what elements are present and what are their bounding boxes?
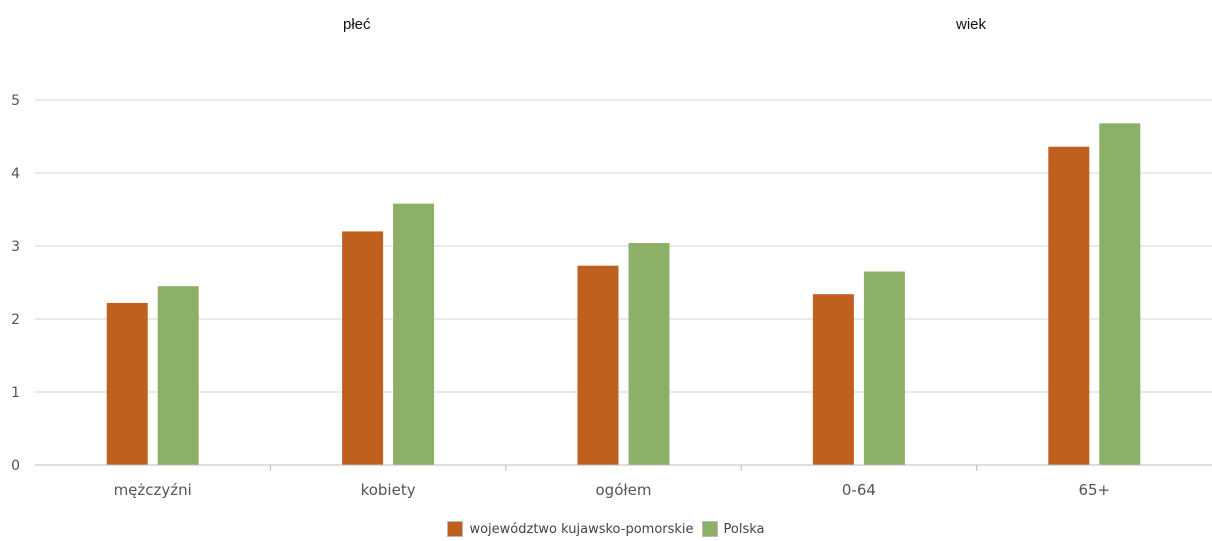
legend: województwo kujawsko-pomorskie Polska [0,521,1212,537]
y-tick-label-1: 1 [11,385,20,401]
bar-kujawsko-pomorskie-0[interactable] [106,302,148,465]
x-tick-label-1: kobiety [361,481,416,499]
bar-kujawsko-pomorskie-3[interactable] [812,294,854,465]
legend-item-polska[interactable]: Polska [701,521,765,537]
legend-label-kujawsko-pomorskie: województwo kujawsko-pomorskie [469,521,694,537]
bar-kujawsko-pomorskie-4[interactable] [1048,146,1090,465]
bar-polska-2[interactable] [628,243,670,465]
y-tick-label-4: 4 [11,166,20,182]
legend-swatch-polska [701,521,718,537]
x-tick-label-0: mężczyźni [114,481,192,499]
y-tick-label-5: 5 [11,93,20,109]
y-tick-label-2: 2 [11,312,20,328]
legend-label-polska: Polska [723,521,765,537]
x-tick-label-4: 65+ [1078,481,1110,499]
legend-swatch-kujawsko-pomorskie [447,521,464,537]
y-tick-label-3: 3 [11,239,20,255]
bars-layer [106,123,1141,466]
bar-polska-3[interactable] [863,271,905,465]
y-tick-label-0: 0 [11,458,20,474]
bar-kujawsko-pomorskie-1[interactable] [342,231,384,465]
group-label-wiek: wiek [956,16,987,33]
group-label-plec: płeć [343,16,371,33]
x-tick-label-3: 0-64 [842,481,876,499]
legend-item-kujawsko-pomorskie[interactable]: województwo kujawsko-pomorskie [447,521,694,537]
bar-kujawsko-pomorskie-2[interactable] [577,265,619,465]
bar-polska-0[interactable] [157,286,199,465]
axis-layer: 0 1 2 3 4 5 mężczyźni kobiety ogółem 0-64 65+ [11,93,1212,499]
bar-polska-4[interactable] [1099,123,1141,466]
bar-polska-1[interactable] [393,203,435,465]
grid-layer [35,99,1212,466]
x-tick-label-2: ogółem [596,481,652,499]
